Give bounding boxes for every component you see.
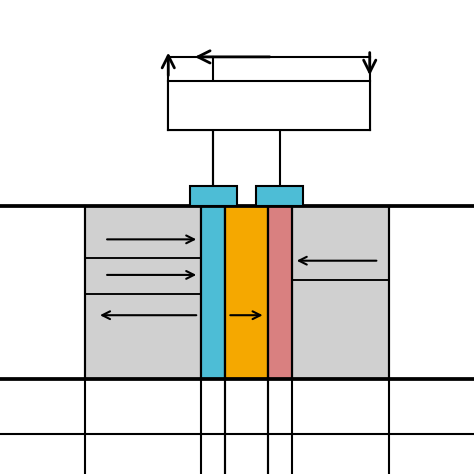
Bar <box>168 81 370 130</box>
Bar <box>389 206 474 379</box>
Bar <box>85 206 201 379</box>
Bar <box>201 206 225 379</box>
Bar <box>292 206 389 379</box>
Bar <box>256 186 303 206</box>
Bar <box>0 206 85 379</box>
Bar <box>268 206 292 379</box>
Bar <box>225 206 268 379</box>
Bar <box>190 186 237 206</box>
